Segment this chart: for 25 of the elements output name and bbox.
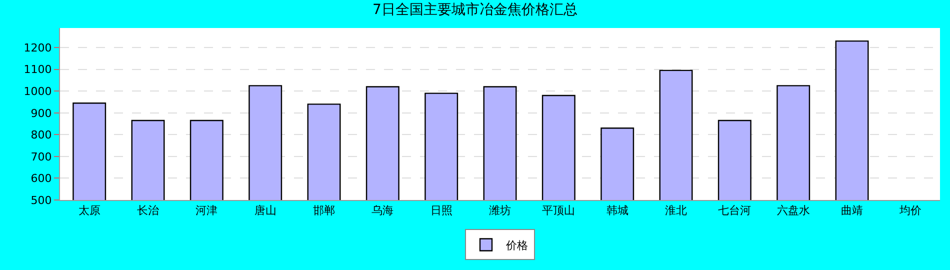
x-tick-label: 太原 [78,204,100,218]
x-tick-label: 七台河 [718,204,752,218]
x-tick-label: 平顶山 [542,204,576,218]
chart-title: 7日全国主要城市冶金焦价格汇总 [372,2,578,18]
y-tick-label: 500 [30,194,52,207]
y-tick-label: 700 [30,150,52,164]
x-tick-label: 曲靖 [841,204,863,218]
x-tick-label: 韩城 [606,204,628,218]
y-tick-label: 1200 [24,41,52,54]
x-tick-label: 淮北 [665,204,687,218]
x-tick-label: 潍坊 [489,204,511,218]
x-tick-label: 唐山 [254,204,276,218]
x-tick-label: 均价 [898,204,922,218]
y-tick-label: 900 [30,106,52,120]
x-tick-label: 六盘水 [776,204,810,218]
x-tick-label: 日照 [430,204,452,218]
x-tick-label: 邯郸 [313,204,335,218]
legend-label: 价格 [505,239,528,252]
y-tick-label: 1000 [24,84,52,98]
x-tick-label: 河津 [196,204,218,218]
y-tick-label: 600 [30,172,52,186]
y-tick-label: 1100 [24,63,52,76]
x-tick-label: 长治 [137,204,159,218]
y-tick-label: 800 [30,128,52,142]
x-tick-label: 乌海 [372,204,394,218]
